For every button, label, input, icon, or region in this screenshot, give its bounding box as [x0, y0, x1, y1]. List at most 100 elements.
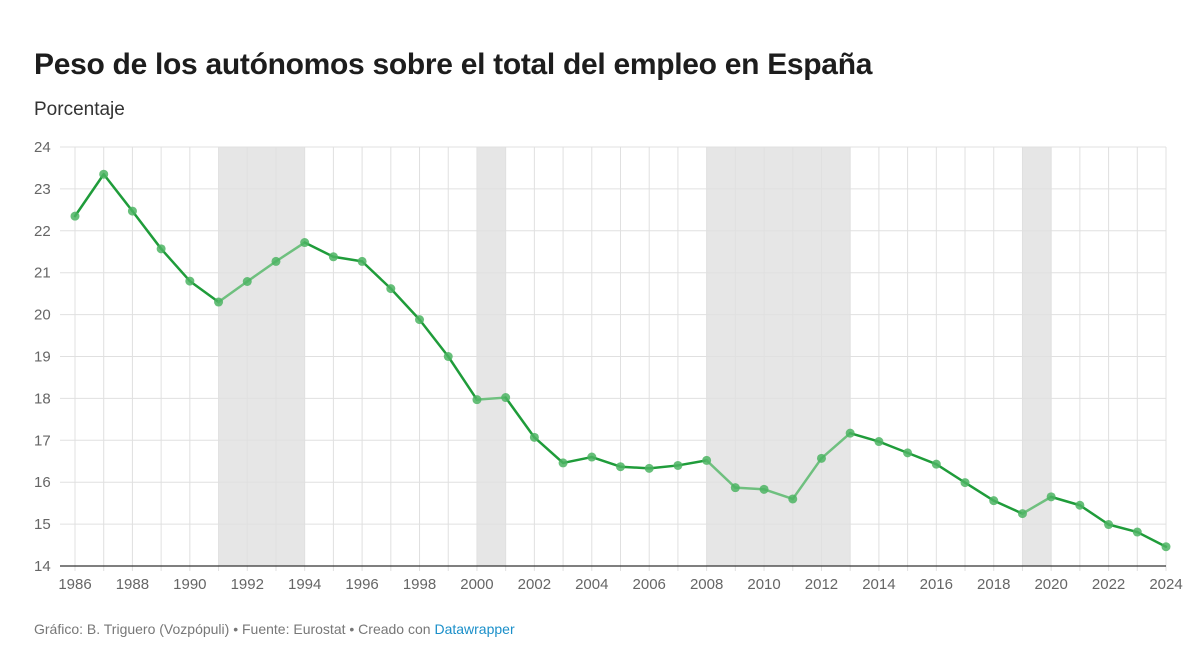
data-point	[616, 462, 625, 472]
series-segment	[647, 464, 680, 470]
series-segment	[676, 459, 708, 467]
series-segment	[102, 172, 134, 213]
y-tick-label: 18	[34, 390, 51, 407]
series-segment	[332, 255, 364, 263]
data-point	[242, 276, 252, 286]
series-segment	[418, 318, 450, 358]
grid-lines	[60, 146, 1167, 571]
series-segment	[360, 260, 393, 290]
data-point	[443, 352, 453, 361]
series-segment	[848, 431, 881, 443]
series-segment	[906, 451, 938, 466]
data-point	[1104, 520, 1114, 530]
data-point	[759, 484, 769, 494]
x-tick-label: 2018	[977, 576, 1010, 593]
x-tick-label: 1998	[403, 576, 436, 593]
data-point	[558, 458, 568, 468]
x-tick-label: 2000	[460, 576, 493, 593]
data-point	[70, 211, 80, 221]
x-axis-tick-labels: 1986 1988 1990 1992 1994 1996 1998 2000 2002 2004…	[58, 576, 1182, 593]
x-tick-label: 2008	[690, 576, 723, 593]
y-tick-label: 19	[34, 349, 51, 366]
data-point	[960, 478, 970, 488]
data-point	[730, 483, 740, 493]
series-segment	[1136, 530, 1168, 548]
data-point	[702, 455, 712, 465]
data-point	[214, 297, 224, 307]
x-tick-label: 2004	[575, 576, 608, 593]
series-segment	[992, 499, 1024, 515]
data-point	[501, 393, 511, 403]
data-point	[386, 284, 396, 294]
series-segment	[1078, 503, 1110, 526]
series-segment	[619, 465, 651, 470]
data-point	[328, 252, 338, 262]
series-line	[73, 172, 1168, 548]
chart-title: Peso de los autónomos sobre el total del…	[34, 48, 873, 81]
series-segment	[475, 396, 507, 401]
data-point	[816, 453, 826, 463]
chart-footer: Gráfico: B. Triguero (Vozpópuli) • Fuent…	[34, 621, 515, 637]
chart-subtitle: Porcentaje	[34, 99, 125, 120]
data-point	[1017, 509, 1027, 519]
x-tick-label: 2024	[1149, 576, 1182, 593]
data-point	[127, 206, 137, 216]
series-segment	[217, 280, 249, 304]
data-point	[156, 244, 166, 254]
y-tick-label: 23	[34, 181, 51, 198]
x-tick-label: 2010	[747, 576, 780, 593]
x-tick-label: 1990	[173, 576, 206, 593]
series-segment	[274, 241, 306, 263]
series-points	[70, 169, 1171, 552]
series-segment	[705, 459, 737, 489]
series-segment	[73, 172, 105, 218]
x-tick-label: 1992	[231, 576, 264, 593]
data-point	[587, 452, 597, 462]
data-point	[931, 459, 941, 469]
series-segment	[561, 455, 594, 465]
data-point	[1132, 527, 1142, 537]
x-tick-label: 2016	[920, 576, 953, 593]
footer-credits: Gráfico: B. Triguero (Vozpópuli) • Fuent…	[34, 621, 435, 637]
data-point	[1161, 542, 1171, 552]
series-segment	[533, 436, 565, 465]
series-segment	[877, 440, 909, 455]
datawrapper-link[interactable]: Datawrapper	[434, 621, 515, 637]
x-tick-label: 2022	[1092, 576, 1125, 593]
series-segment	[762, 488, 795, 501]
data-point	[271, 256, 281, 266]
series-segment	[820, 431, 852, 460]
series-segment	[963, 481, 995, 502]
series-segment	[1107, 523, 1139, 534]
data-point	[903, 448, 913, 458]
x-tick-label: 2002	[518, 576, 551, 593]
data-point	[529, 432, 539, 442]
series-segment	[1021, 495, 1053, 515]
x-tick-label: 1996	[345, 576, 378, 593]
x-tick-label: 1988	[116, 576, 149, 593]
series-segment	[389, 287, 421, 321]
y-axis-tick-labels: 14 15 16 17 18 19 20 21 22 23 24	[34, 139, 51, 575]
series-segment	[303, 241, 335, 259]
data-point	[788, 494, 798, 504]
data-point	[644, 463, 654, 473]
data-point	[357, 256, 367, 266]
x-tick-label: 2014	[862, 576, 895, 593]
y-tick-label: 20	[34, 307, 51, 324]
x-tick-label: 1994	[288, 576, 321, 593]
y-tick-label: 15	[34, 516, 51, 533]
data-point	[1075, 500, 1085, 510]
data-point	[99, 169, 109, 179]
y-tick-label: 21	[34, 265, 51, 282]
data-point	[989, 496, 999, 506]
y-tick-label: 17	[34, 432, 51, 449]
y-tick-label: 22	[34, 223, 51, 240]
data-point	[472, 395, 482, 405]
series-segment	[734, 486, 766, 491]
data-point	[845, 428, 855, 438]
series-segment	[1049, 495, 1082, 507]
series-segment	[590, 455, 622, 468]
series-segment	[131, 209, 163, 251]
data-point	[874, 437, 884, 447]
